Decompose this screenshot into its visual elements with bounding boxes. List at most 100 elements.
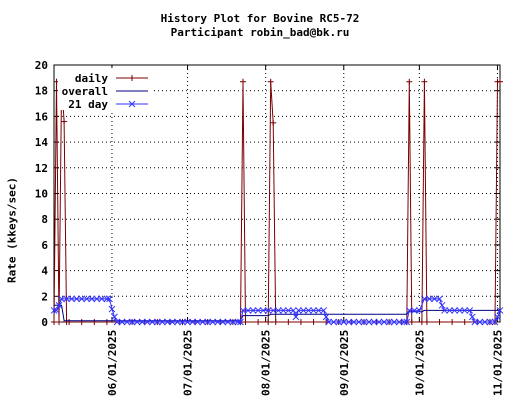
data-point-x <box>169 318 176 326</box>
data-point-x <box>153 318 161 326</box>
data-point-x <box>284 307 292 314</box>
data-point-x <box>229 318 237 326</box>
data-point-x <box>496 307 504 314</box>
data-point-x <box>370 318 378 326</box>
y-tick-label: 14 <box>35 136 49 149</box>
data-point-x <box>143 318 151 326</box>
y-tick-label: 4 <box>41 265 48 278</box>
data-point-x <box>421 295 428 303</box>
data-point-x <box>106 295 113 303</box>
data-point-x <box>209 318 217 326</box>
data-point-x <box>385 318 393 326</box>
data-point-x <box>400 318 408 326</box>
data-point-x <box>55 301 63 309</box>
data-point-x <box>128 100 136 108</box>
data-point-x <box>456 307 464 314</box>
data-point-x <box>325 318 333 326</box>
data-point-x <box>53 307 60 314</box>
data-point-x <box>395 318 403 326</box>
data-point-x <box>179 318 186 326</box>
chart-subtitle: Participant robin_bad@bk.ru <box>170 26 350 39</box>
data-point-x <box>335 318 343 326</box>
data-point-x <box>451 307 458 314</box>
data-point-x <box>340 318 348 326</box>
data-point-x <box>214 318 222 326</box>
x-tick-label: 07/01/2025 <box>182 330 195 396</box>
series-line-21-day <box>54 298 501 323</box>
data-point-x <box>292 313 300 321</box>
data-point-x <box>481 318 489 326</box>
data-point-x <box>416 307 423 314</box>
data-point-x <box>310 307 317 314</box>
data-point-x <box>360 318 368 326</box>
data-point-x <box>158 318 166 326</box>
data-point-x <box>103 295 111 303</box>
chart-title: History Plot for Bovine RC5-72 <box>160 12 360 25</box>
data-point-x <box>269 307 277 314</box>
data-point-x <box>123 318 131 326</box>
y-tick-label: 16 <box>35 110 49 123</box>
data-point-x <box>204 318 212 326</box>
data-point-x <box>58 295 65 303</box>
data-point-x <box>93 295 101 303</box>
x-tick-label: 10/01/2025 <box>413 330 426 396</box>
data-point-x <box>274 307 282 314</box>
series-overall <box>54 304 500 322</box>
data-point-x <box>164 318 171 326</box>
data-point-x <box>410 307 418 314</box>
data-point-x <box>108 305 116 313</box>
data-point-x <box>63 295 70 303</box>
data-point-x <box>279 307 287 314</box>
data-point-x <box>390 318 398 326</box>
data-point-x <box>330 318 338 326</box>
x-tick-label: 09/01/2025 <box>338 330 351 396</box>
data-point-x <box>73 295 81 303</box>
data-point-x <box>486 318 494 326</box>
legend-label: 21 day <box>68 98 108 111</box>
legend-background <box>58 68 154 110</box>
data-point-x <box>50 307 58 314</box>
data-point-x <box>491 318 499 326</box>
data-point-x <box>441 307 448 314</box>
data-point-x <box>403 318 411 326</box>
data-point-x <box>494 313 501 321</box>
y-tick-label: 18 <box>35 85 48 98</box>
x-tick-label: 06/01/2025 <box>106 330 119 396</box>
series-daily <box>51 78 503 325</box>
data-point-x <box>199 318 207 326</box>
data-point-x <box>133 318 141 326</box>
data-point-x <box>431 295 438 303</box>
data-point-x <box>468 313 476 321</box>
data-point-x <box>113 318 121 326</box>
data-point-x <box>365 318 373 326</box>
data-point-x <box>322 313 330 321</box>
data-point-x <box>290 307 297 314</box>
series-line-overall <box>54 304 500 322</box>
series-21-day <box>50 295 504 326</box>
data-point-x <box>426 295 433 303</box>
legend-label: overall <box>62 85 108 98</box>
data-point-x <box>375 318 383 326</box>
data-point-x <box>111 313 118 321</box>
data-point-x <box>148 318 156 326</box>
data-point-x <box>224 318 232 326</box>
data-point-x <box>305 307 312 314</box>
y-tick-label: 2 <box>41 290 48 303</box>
data-point-x <box>380 318 388 326</box>
y-tick-label: 20 <box>35 59 48 72</box>
data-point-x <box>88 295 96 303</box>
data-point-x <box>315 307 322 314</box>
data-point-x <box>184 318 191 326</box>
data-point-x <box>249 307 257 314</box>
data-point-x <box>471 318 479 326</box>
data-point-x <box>254 307 262 314</box>
data-point-x <box>189 318 196 326</box>
data-point-x <box>234 318 242 326</box>
data-point-x <box>350 318 358 326</box>
data-point-x <box>446 307 453 314</box>
data-point-x <box>259 307 267 314</box>
data-point-x <box>68 295 75 303</box>
data-point-x <box>78 295 86 303</box>
y-tick-label: 10 <box>35 188 48 201</box>
data-point-x <box>476 318 484 326</box>
